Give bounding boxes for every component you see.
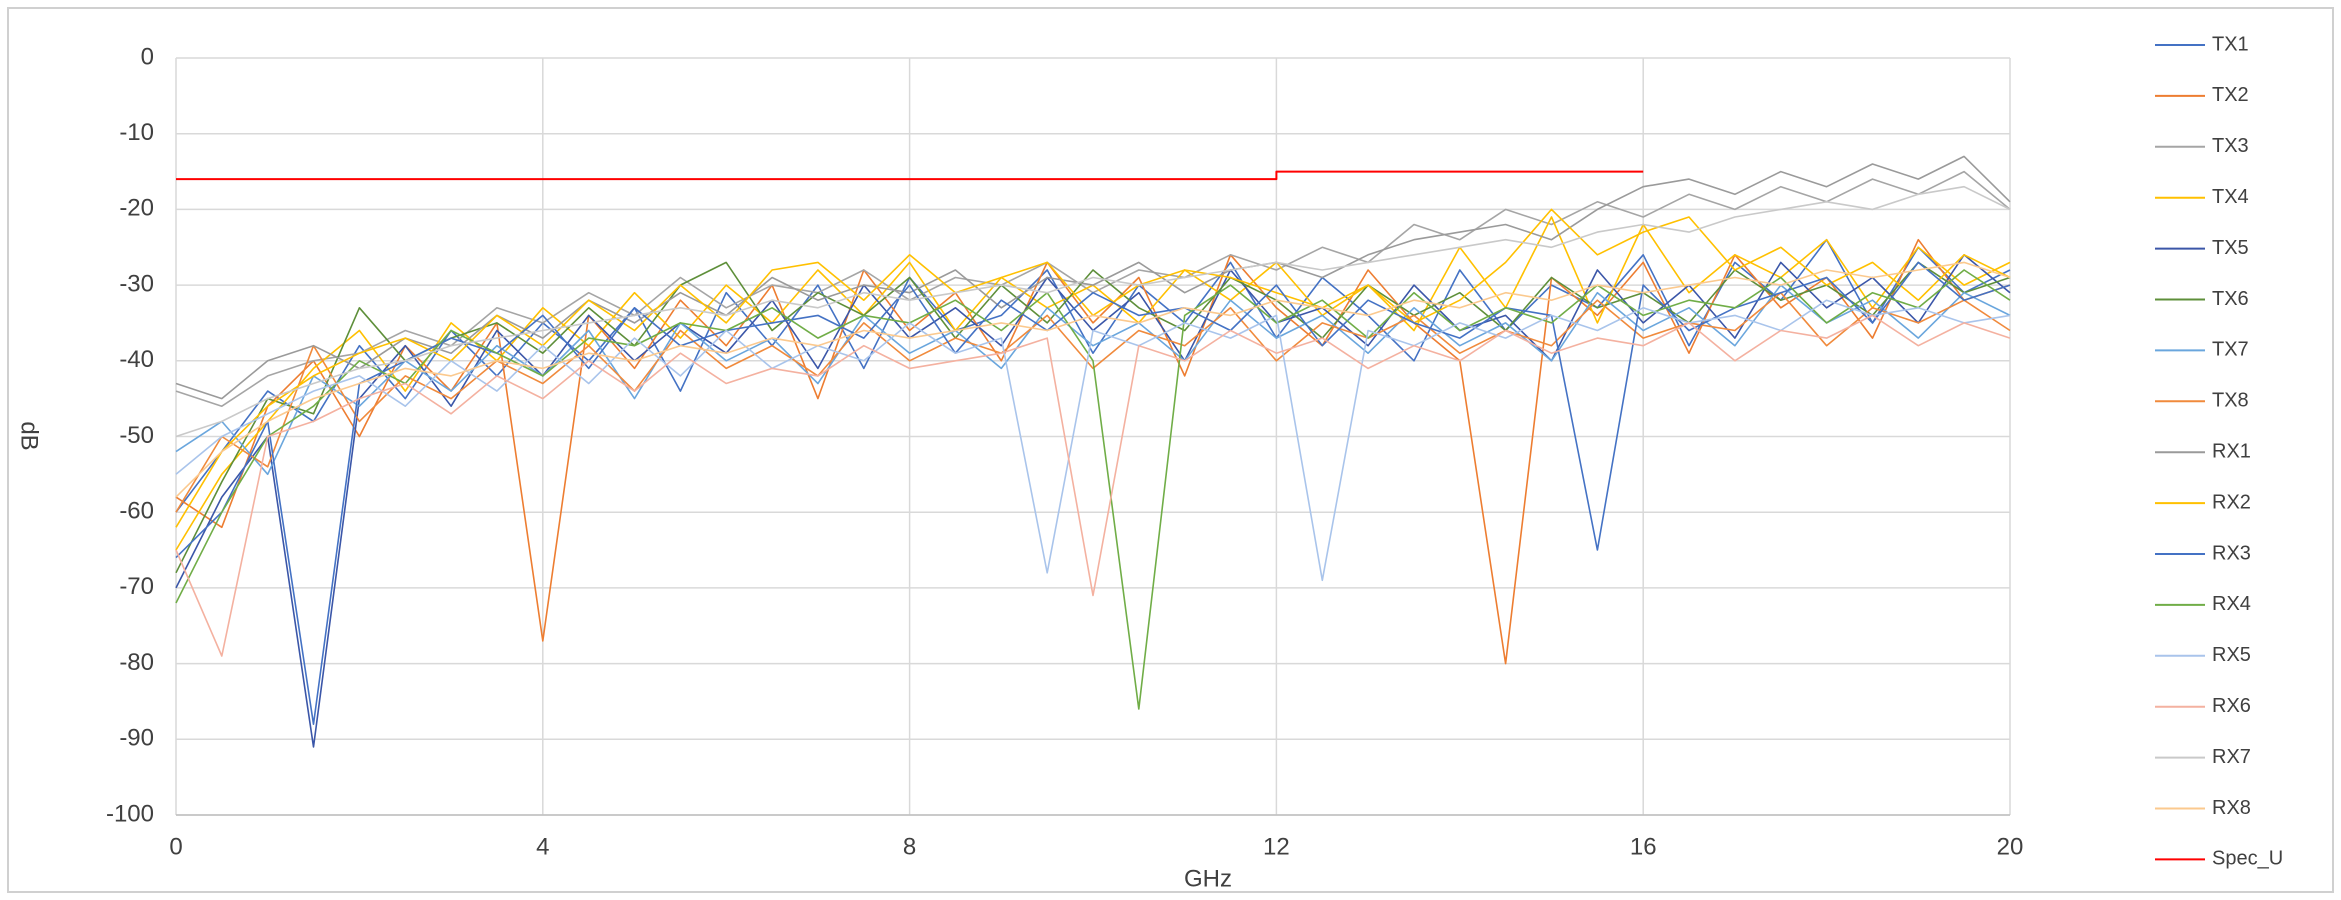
- legend-label: RX5: [2212, 644, 2251, 666]
- y-tick-label: -50: [119, 422, 154, 449]
- legend-label: RX4: [2212, 593, 2251, 615]
- y-tick-label: -80: [119, 649, 154, 676]
- x-tick-label: 8: [903, 833, 916, 860]
- series-line: [175, 314, 2011, 657]
- x-tick-label: 20: [1997, 833, 2024, 860]
- legend-label: TX8: [2212, 390, 2249, 412]
- series-line: [175, 261, 2011, 725]
- series-line: [175, 299, 2011, 582]
- legend-label: TX1: [2212, 33, 2249, 55]
- legend-label: RX6: [2212, 695, 2251, 717]
- y-tick-label: -20: [119, 195, 154, 222]
- y-tick-label: -70: [119, 573, 154, 600]
- legend-label: TX5: [2212, 237, 2249, 259]
- y-axis-label: dB: [16, 421, 43, 450]
- x-tick-label: 12: [1263, 833, 1290, 860]
- y-tick-label: 0: [141, 43, 154, 70]
- legend-label: RX3: [2212, 542, 2251, 564]
- chart-border: [7, 7, 2334, 893]
- y-tick-label: -10: [119, 119, 154, 146]
- series-line: [175, 261, 2011, 498]
- x-axis-label: GHz: [1184, 865, 1232, 892]
- series-line: [175, 269, 2011, 710]
- legend-label: RX7: [2212, 746, 2251, 768]
- series-line: [176, 170, 1644, 181]
- legend-label: TX3: [2212, 135, 2249, 157]
- legend-label: TX7: [2212, 339, 2249, 361]
- legend-label: RX8: [2212, 797, 2251, 819]
- legend-label: RX2: [2212, 491, 2251, 513]
- series-line: [175, 291, 2011, 513]
- x-tick-label: 16: [1630, 833, 1657, 860]
- series-line: [175, 185, 2011, 438]
- y-tick-label: -100: [106, 800, 154, 827]
- y-tick-label: -90: [119, 725, 154, 752]
- y-tick-label: -60: [119, 498, 154, 525]
- series-line: [175, 155, 2011, 400]
- x-tick-label: 4: [536, 833, 549, 860]
- x-tick-label: 0: [169, 833, 182, 860]
- legend-label: TX4: [2212, 186, 2249, 208]
- legend-label: RX1: [2212, 440, 2251, 462]
- legend-label: TX6: [2212, 288, 2249, 310]
- y-tick-label: -40: [119, 346, 154, 373]
- legend-label: TX2: [2212, 84, 2249, 106]
- y-tick-label: -30: [119, 270, 154, 297]
- legend-label: Spec_U: [2212, 848, 2283, 870]
